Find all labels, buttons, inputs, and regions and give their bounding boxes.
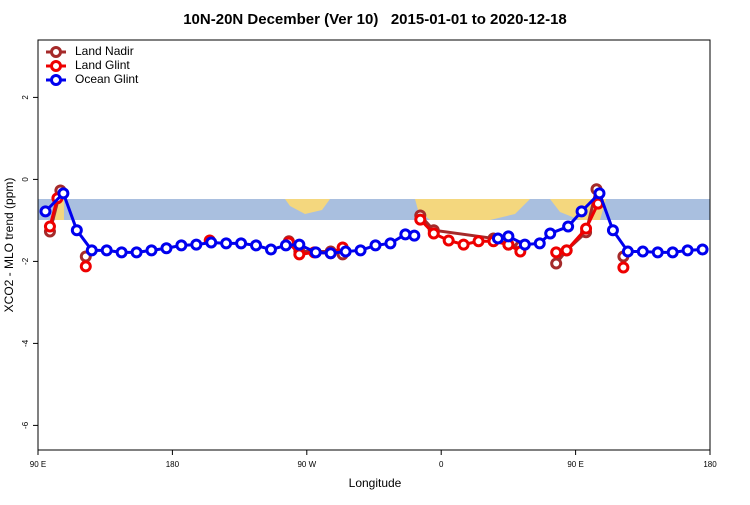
data-point bbox=[39, 205, 52, 218]
data-point bbox=[457, 238, 470, 251]
x-tick-label: 0 bbox=[439, 460, 444, 469]
data-point bbox=[235, 237, 248, 250]
data-point bbox=[85, 244, 98, 257]
data-point bbox=[293, 238, 306, 251]
data-point bbox=[145, 244, 158, 257]
data-point bbox=[130, 246, 143, 259]
data-point bbox=[205, 236, 218, 249]
data-point bbox=[279, 239, 292, 252]
data-point bbox=[562, 220, 575, 233]
data-point bbox=[70, 224, 83, 237]
x-tick-label: 90 E bbox=[567, 460, 583, 469]
data-point bbox=[79, 260, 92, 273]
legend-marker bbox=[50, 74, 62, 86]
data-point bbox=[160, 242, 173, 255]
data-point bbox=[100, 244, 113, 257]
data-point bbox=[369, 239, 382, 252]
data-point bbox=[636, 245, 649, 258]
legend-marker bbox=[50, 60, 62, 72]
chart-title: 10N-20N December (Ver 10) 2015-01-01 to … bbox=[183, 11, 567, 28]
data-point bbox=[533, 237, 546, 250]
data-point bbox=[502, 230, 515, 243]
data-point bbox=[339, 245, 352, 258]
data-point bbox=[250, 239, 263, 252]
data-point bbox=[190, 238, 203, 251]
data-point bbox=[518, 238, 531, 251]
data-point bbox=[681, 244, 694, 257]
data-point bbox=[575, 205, 588, 218]
data-point bbox=[309, 246, 322, 259]
data-point bbox=[544, 227, 557, 240]
x-tick-label: 180 bbox=[703, 460, 717, 469]
y-tick-label: 2 bbox=[21, 95, 30, 100]
data-point bbox=[617, 261, 630, 274]
data-point bbox=[264, 243, 277, 256]
data-point bbox=[560, 244, 573, 257]
y-tick-label: 0 bbox=[21, 177, 30, 182]
x-axis-label: Longitude bbox=[349, 476, 402, 490]
legend-label: Ocean Glint bbox=[75, 72, 139, 86]
data-point bbox=[621, 245, 634, 258]
data-point bbox=[651, 246, 664, 259]
y-tick-label: -2 bbox=[21, 257, 30, 265]
x-tick-label: 90 E bbox=[30, 460, 46, 469]
x-tick-label: 180 bbox=[166, 460, 180, 469]
data-point bbox=[408, 229, 421, 242]
data-point bbox=[175, 239, 188, 252]
plot-frame bbox=[37, 39, 711, 451]
data-point bbox=[550, 257, 563, 270]
x-tick-label: 90 W bbox=[297, 460, 316, 469]
data-point bbox=[472, 235, 485, 248]
data-point bbox=[324, 247, 337, 260]
data-point bbox=[427, 227, 440, 240]
data-point bbox=[606, 224, 619, 237]
legend-marker bbox=[50, 46, 62, 58]
data-point bbox=[550, 246, 563, 259]
data-point bbox=[491, 232, 504, 245]
y-tick-label: -6 bbox=[21, 421, 30, 429]
data-point bbox=[57, 187, 70, 200]
data-point bbox=[220, 237, 233, 250]
data-point bbox=[593, 187, 606, 200]
data-point bbox=[384, 237, 397, 250]
y-axis-label: XCO2 - MLO trend (ppm) bbox=[2, 178, 16, 313]
data-point bbox=[293, 248, 306, 261]
data-point bbox=[43, 220, 56, 233]
data-point bbox=[442, 234, 455, 247]
data-point bbox=[414, 213, 427, 226]
data-point bbox=[354, 244, 367, 257]
y-tick-label: -4 bbox=[21, 339, 30, 347]
data-point bbox=[696, 243, 709, 256]
data-point bbox=[666, 246, 679, 259]
legend-label: Land Nadir bbox=[75, 44, 134, 58]
data-point bbox=[580, 222, 593, 235]
data-point bbox=[115, 246, 128, 259]
legend-label: Land Glint bbox=[75, 58, 130, 72]
